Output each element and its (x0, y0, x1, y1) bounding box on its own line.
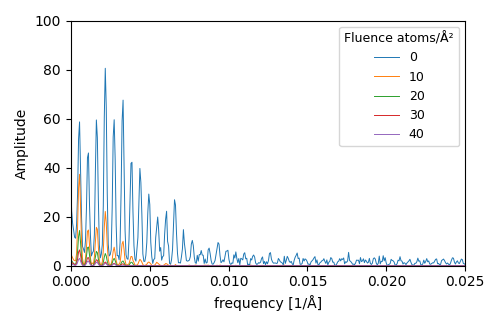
30 (68, 259, 73, 263)
40 (76, 256, 82, 260)
0 (354, 258, 360, 262)
20 (197, 264, 203, 268)
20 (356, 264, 362, 268)
10 (354, 264, 360, 268)
0 (462, 262, 468, 266)
20 (225, 264, 231, 268)
10 (356, 264, 362, 268)
20 (462, 264, 468, 268)
Line: 0: 0 (70, 68, 466, 265)
40 (356, 264, 362, 268)
30 (354, 264, 360, 268)
40 (338, 264, 344, 268)
40 (68, 260, 73, 264)
Legend: 0, 10, 20, 30, 40: 0, 10, 20, 30, 40 (340, 27, 459, 146)
40 (317, 264, 323, 268)
40 (225, 264, 231, 268)
30 (225, 264, 231, 268)
0 (116, 258, 122, 262)
0 (384, 263, 390, 267)
20 (76, 229, 82, 232)
10 (76, 172, 82, 176)
0 (317, 261, 323, 265)
20 (354, 264, 360, 268)
10 (197, 264, 203, 268)
20 (68, 256, 73, 260)
20 (317, 264, 323, 268)
40 (462, 264, 468, 268)
30 (197, 264, 203, 268)
40 (197, 264, 203, 268)
30 (428, 264, 434, 268)
20 (116, 264, 122, 268)
30 (116, 264, 122, 268)
10 (424, 264, 430, 268)
20 (387, 264, 393, 268)
X-axis label: frequency [1/Å]: frequency [1/Å] (214, 295, 322, 311)
40 (116, 264, 122, 268)
10 (68, 251, 73, 255)
Line: 20: 20 (70, 230, 466, 266)
10 (317, 264, 323, 268)
10 (116, 262, 122, 266)
0 (197, 253, 203, 257)
10 (462, 264, 468, 268)
Y-axis label: Amplitude: Amplitude (15, 108, 29, 179)
30 (462, 264, 468, 268)
40 (354, 264, 360, 268)
0 (225, 248, 231, 252)
0 (356, 258, 362, 262)
30 (317, 264, 323, 268)
Line: 40: 40 (70, 258, 466, 266)
30 (356, 264, 362, 268)
Line: 10: 10 (70, 174, 466, 266)
0 (68, 176, 73, 180)
Line: 30: 30 (70, 250, 466, 266)
0 (102, 66, 108, 70)
10 (225, 264, 231, 268)
30 (76, 248, 82, 252)
